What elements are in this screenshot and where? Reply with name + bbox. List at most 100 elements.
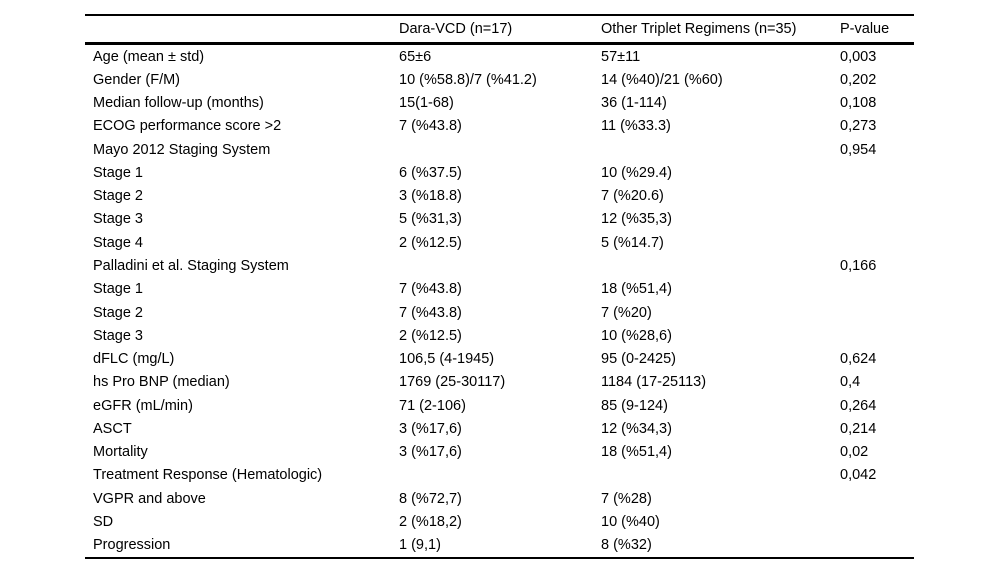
cell-other-triplet: 85 (9-124) [601, 397, 668, 414]
cell-dara-vcd: 3 (%17,6) [399, 444, 462, 461]
table-row: Stage 2 3 (%18.8) 7 (%20.6) [85, 185, 914, 208]
row-label: dFLC (mg/L) [93, 351, 175, 368]
table-row: Gender (F/M) 10 (%58.8)/7 (%41.2) 14 (%40)… [85, 68, 914, 91]
column-header-p-value: P-value [840, 21, 890, 37]
cell-other-triplet: 10 (%40) [601, 513, 660, 530]
cell-p-value: 0,108 [840, 95, 877, 112]
cell-p-value: 0,166 [840, 258, 877, 275]
cell-p-value [838, 487, 914, 510]
table-row: Stage 1 7 (%43.8) 18 (%51,4) [85, 278, 914, 301]
table-row: Median follow-up (months) 15(1-68) 36 (1-1… [85, 92, 914, 115]
row-label: Stage 2 [93, 188, 143, 205]
cell-other-triplet [600, 254, 838, 277]
cell-p-value: 0,042 [840, 467, 877, 484]
cell-p-value [838, 231, 914, 254]
table-row: Stage 2 7 (%43.8) 7 (%20) [85, 301, 914, 324]
row-label: Stage 4 [93, 234, 143, 251]
table-row: Stage 4 2 (%12.5) 5 (%14.7) [85, 231, 914, 254]
table-row: Stage 1 6 (%37.5) 10 (%29.4) [85, 161, 914, 184]
cell-other-triplet: 18 (%51,4) [601, 444, 672, 461]
cell-p-value: 0,214 [840, 420, 877, 437]
cell-p-value [838, 208, 914, 231]
table-body: Age (mean ± std) 65±6 57±11 0,003 Gender (F/… [85, 44, 914, 558]
cell-dara-vcd: 3 (%17,6) [399, 420, 462, 437]
cell-other-triplet: 12 (%34,3) [601, 420, 672, 437]
cell-p-value: 0,264 [840, 397, 877, 414]
cell-p-value [838, 301, 914, 324]
cell-other-triplet: 8 (%32) [601, 537, 652, 554]
column-header-empty [85, 15, 398, 44]
row-label: Stage 3 [93, 327, 143, 344]
cell-other-triplet: 10 (%29.4) [601, 164, 672, 181]
row-label: hs Pro BNP (median) [93, 374, 230, 391]
table-row: VGPR and above 8 (%72,7) 7 (%28) [85, 487, 914, 510]
cell-other-triplet: 14 (%40)/21 (%60) [601, 71, 723, 88]
cell-dara-vcd: 10 (%58.8)/7 (%41.2) [399, 71, 537, 88]
column-header-other-triplet: Other Triplet Regimens (n=35) [601, 21, 797, 37]
table-row: eGFR (mL/min) 71 (2-106) 85 (9-124) 0,264 [85, 394, 914, 417]
row-label: SD [93, 513, 114, 530]
cell-dara-vcd [398, 254, 600, 277]
cell-p-value: 0,954 [840, 141, 877, 158]
row-label: Palladini et al. Staging System [93, 258, 289, 275]
cell-other-triplet: 1184 (17-25113) [601, 374, 707, 391]
cell-other-triplet: 18 (%51,4) [601, 281, 672, 298]
cell-other-triplet: 36 (1-114) [601, 95, 667, 112]
table-row: Mortality 3 (%17,6) 18 (%51,4) 0,02 [85, 441, 914, 464]
table-row: hs Pro BNP (median) 1769 (25-30117) 1184 (… [85, 371, 914, 394]
cell-dara-vcd [398, 464, 600, 487]
cell-other-triplet: 10 (%28,6) [601, 327, 672, 344]
cell-dara-vcd [398, 138, 600, 161]
cell-dara-vcd: 2 (%18,2) [399, 513, 462, 530]
table-row: Palladini et al. Staging System 0,166 [85, 254, 914, 277]
cell-other-triplet: 5 (%14.7) [601, 234, 664, 251]
cell-other-triplet: 7 (%20.6) [601, 188, 664, 205]
cell-other-triplet: 11 (%33.3) [601, 118, 671, 135]
cell-other-triplet: 95 (0-2425) [601, 351, 676, 368]
cell-other-triplet [600, 138, 838, 161]
row-label: ASCT [93, 420, 132, 437]
cell-p-value: 0,4 [840, 374, 861, 391]
cell-dara-vcd: 15(1-68) [399, 95, 454, 112]
row-label: Age (mean ± std) [93, 48, 205, 65]
table-row: ECOG performance score >2 7 (%43.8) 11 (%3… [85, 115, 914, 138]
cell-p-value: 0,273 [840, 118, 877, 135]
cell-p-value [838, 510, 914, 533]
cell-dara-vcd: 71 (2-106) [399, 397, 466, 414]
cell-other-triplet: 12 (%35,3) [601, 211, 672, 228]
cell-dara-vcd: 7 (%43.8) [399, 281, 462, 298]
cell-other-triplet: 7 (%20) [601, 304, 652, 321]
row-label: eGFR (mL/min) [93, 397, 193, 414]
cell-other-triplet: 57±11 [601, 48, 641, 65]
cell-p-value [838, 161, 914, 184]
table-row: dFLC (mg/L) 106,5 (4-1945) 95 (0-2425) 0,62… [85, 347, 914, 370]
cell-dara-vcd: 3 (%18.8) [399, 188, 462, 205]
row-label: Progression [93, 537, 171, 554]
cell-dara-vcd: 5 (%31,3) [399, 211, 462, 228]
table-row: Mayo 2012 Staging System 0,954 [85, 138, 914, 161]
table-row: Age (mean ± std) 65±6 57±11 0,003 [85, 44, 914, 69]
row-label: Mayo 2012 Staging System [93, 141, 271, 158]
row-label: Gender (F/M) [93, 71, 181, 88]
table-row: Stage 3 5 (%31,3) 12 (%35,3) [85, 208, 914, 231]
cell-p-value [838, 185, 914, 208]
cell-dara-vcd: 65±6 [399, 48, 432, 65]
cell-dara-vcd: 106,5 (4-1945) [399, 351, 495, 368]
characteristics-table-wrap: Dara-VCD (n=17) Other Triplet Regimens (… [85, 14, 914, 559]
cell-dara-vcd: 7 (%43.8) [399, 304, 462, 321]
cell-dara-vcd: 8 (%72,7) [399, 490, 462, 507]
row-label: Stage 1 [93, 164, 143, 181]
cell-dara-vcd: 1 (9,1) [399, 537, 441, 554]
table-row: SD 2 (%18,2) 10 (%40) [85, 510, 914, 533]
row-label: Stage 1 [93, 281, 143, 298]
column-header-dara-vcd: Dara-VCD (n=17) [399, 21, 513, 37]
table-row: Treatment Response (Hematologic) 0,042 [85, 464, 914, 487]
header-row: Dara-VCD (n=17) Other Triplet Regimens (… [85, 15, 914, 44]
characteristics-table: Dara-VCD (n=17) Other Triplet Regimens (… [85, 14, 914, 559]
row-label: ECOG performance score >2 [93, 118, 282, 135]
cell-p-value [838, 324, 914, 347]
table-header: Dara-VCD (n=17) Other Triplet Regimens (… [85, 15, 914, 44]
row-label: Treatment Response (Hematologic) [93, 467, 323, 484]
cell-p-value: 0,003 [840, 48, 877, 65]
